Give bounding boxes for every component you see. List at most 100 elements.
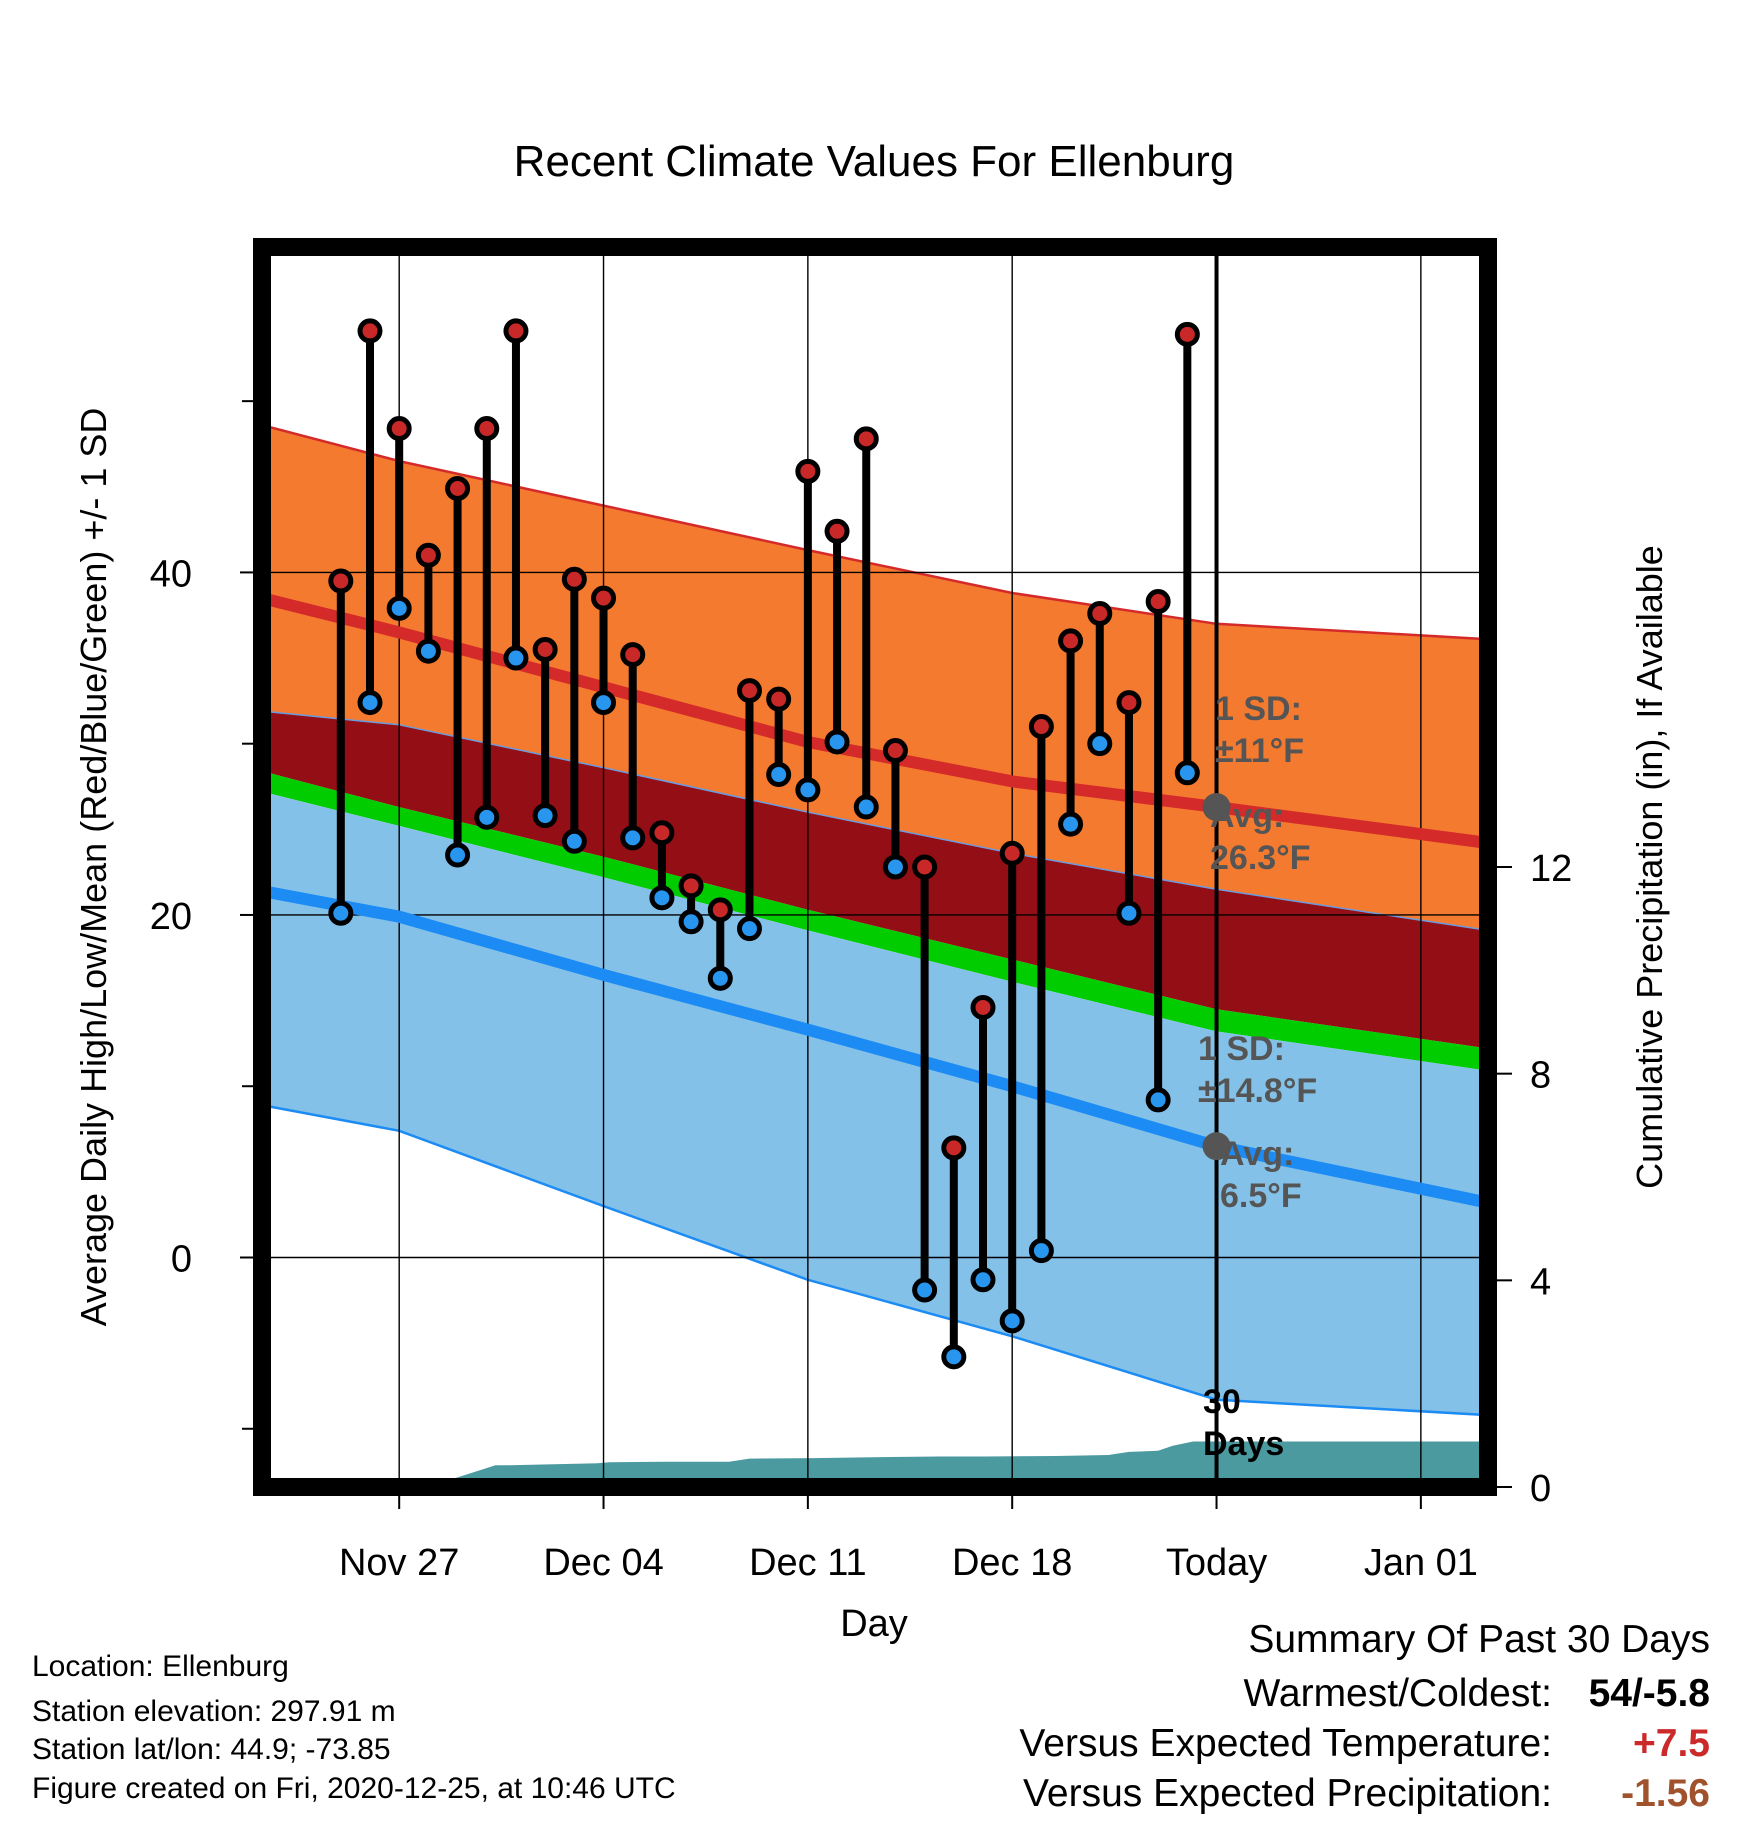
low-temp-dot [328,900,354,926]
summary-precip: Versus Expected Precipitation: -1.56 [1023,1772,1710,1816]
low-temp-dot [795,777,821,803]
low-temp-dot [766,762,792,788]
summary-title: Summary Of Past 30 Days [1248,1618,1710,1661]
y-tick-label-right: 8 [1530,1055,1551,1097]
low-temp-dot [386,595,412,621]
summary-temp: Versus Expected Temperature: +7.5 [1019,1722,1710,1766]
precip-days-label: 30 Days [1203,1383,1284,1463]
x-tick-label: Jan 01 [1364,1542,1478,1584]
high-temp-dot [328,568,354,594]
annotations: 1 SD: ±11°F Avg: 26.3°F 1 SD: ±14.8°F Avg: 6.5°… [1198,690,1317,1463]
mean-band [262,711,1488,1049]
high-temp-dot [1028,714,1054,740]
low-temp-dot [1028,1238,1054,1264]
high-temp-dot [1145,589,1171,615]
x-tick-label: Nov 27 [339,1542,459,1584]
low-temp-dot [445,842,471,868]
low-avg-marker [1202,1132,1231,1161]
x-tick-label: Today [1166,1542,1267,1584]
high-temp-dot [882,738,908,764]
low-temp-dot [1174,760,1200,786]
high-temp-dot [561,566,587,592]
low-sd-label: 1 SD: ±14.8°F [1198,1030,1317,1110]
low-temp-dot [503,645,529,671]
low-temp-dot [649,885,675,911]
precip-vs-expected-label: Versus Expected Precipitation: [1023,1772,1552,1815]
cumulative-precip-area [332,1441,1489,1487]
high-avg-marker [1202,793,1231,822]
high-temp-dot [357,318,383,344]
mean-green-band [262,771,1488,1071]
high-temp-dot [824,518,850,544]
y-tick-label-left: 20 [150,896,192,938]
low-avg-label: Avg: 6.5°F [1220,1135,1302,1215]
high-temp-dot [649,820,675,846]
elevation-text: Station elevation: 297.91 m [32,1695,396,1728]
high-temp-dot [1174,321,1200,347]
high-avg-label: Avg: 26.3°F [1210,797,1311,877]
y-tick-label-right: 12 [1530,848,1572,890]
y-axis-label-left: Average Daily High/Low/Mean (Red/Blue/Gr… [73,408,114,1327]
y-tick-label-left: 40 [150,553,192,595]
high-temp-dot [678,873,704,899]
y-axis-label-right: Cumulative Precipitation (in), If Availa… [1629,545,1670,1189]
high-temp-dot [736,678,762,704]
high-temp-dot [707,897,733,923]
high-temp-dot [999,840,1025,866]
low-temp-dot [561,828,587,854]
high-temp-dot [620,642,646,668]
low-temp-dot [736,916,762,942]
high-temp-dot [766,686,792,712]
high-temp-dot [415,542,441,568]
low-temp-dot [591,690,617,716]
x-tick-label: Dec 11 [749,1542,867,1584]
high-temp-dot [591,585,617,611]
daily-dots [328,318,1200,1370]
low-temp-dot [941,1344,967,1370]
daily-range-bars [336,330,1192,1357]
low-temp-dot [999,1308,1025,1334]
low-temp-dot [1058,811,1084,837]
low-temp-dot [1087,731,1113,757]
latlon-text: Station lat/lon: 44.9; -73.85 [32,1733,391,1766]
low-temp-dot [620,825,646,851]
normal-bands [261,423,1489,1417]
high-temp-dot [912,854,938,880]
low-temp-dot [912,1277,938,1303]
warmest-coldest-value: 54/-5.8 [1588,1672,1710,1715]
created-text: Figure created on Fri, 2020-12-25, at 10… [32,1772,676,1805]
high-sd-label: 1 SD: ±11°F [1215,690,1304,770]
y-tick-label-left: 0 [171,1238,192,1280]
low-temp-dot [824,729,850,755]
summary-warmest-coldest: Warmest/Coldest: 54/-5.8 [1244,1672,1710,1716]
high-temp-dot [853,426,879,452]
low-temp-dot [532,803,558,829]
location-text: Location: Ellenburg [32,1650,289,1683]
x-axis-label: Day [840,1603,908,1645]
high-temp-dot [795,458,821,484]
axes: Nov 27 Dec 04 Dec 11 Dec 18 Today Jan 01 0 20 40… [150,400,1572,1584]
high-temp-dot [532,636,558,662]
high-temp-dot [941,1135,967,1161]
x-tick-label: Dec 04 [543,1542,663,1584]
high-temp-dot [503,318,529,344]
high-temp-dot [474,416,500,442]
plot-frame [253,238,1497,1496]
low-temp-dot [1145,1087,1171,1113]
low-temp-dot [415,638,441,664]
low-temp-dot [357,690,383,716]
precipitation-area [332,1441,1489,1487]
low-temp-dot [853,794,879,820]
x-tick-label: Dec 18 [952,1542,1072,1584]
temp-vs-expected-value: +7.5 [1633,1722,1710,1765]
y-tick-label-right: 4 [1530,1261,1551,1303]
warmest-coldest-label: Warmest/Coldest: [1243,1672,1552,1715]
low-sd-band [262,791,1488,1416]
high-temp-dot [386,416,412,442]
low-temp-dot [1116,900,1142,926]
high-temp-dot [445,475,471,501]
high-temp-dot [1116,690,1142,716]
low-temp-dot [707,965,733,991]
low-temp-dot [678,909,704,935]
